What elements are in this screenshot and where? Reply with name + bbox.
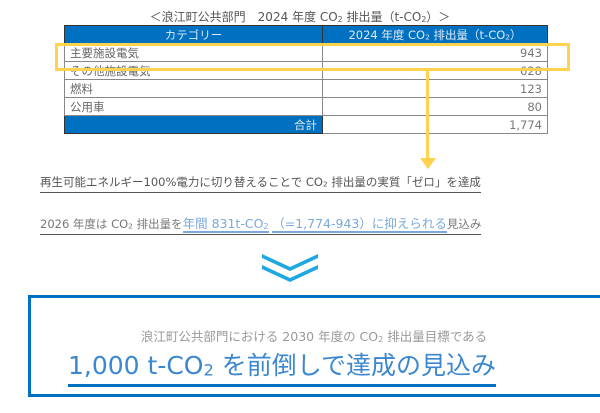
emissions-table: カテゴリー 2024 年度 CO2 排出量（t-CO2） 主要施設電気 943 その… bbox=[64, 25, 548, 134]
header-value: 2024 年度 CO2 排出量（t-CO2） bbox=[322, 25, 548, 44]
statement-2026: 2026 年度は CO2 排出量を年間 831t-CO2 （=1,774-943… bbox=[40, 213, 482, 235]
result-headline: 1,000 t-CO2 を前倒しで達成の見込み bbox=[68, 346, 497, 387]
result-subtitle: 浪江町公共部門における 2030 年度の CO2 排出量目標である bbox=[140, 329, 488, 344]
result-box bbox=[28, 295, 600, 397]
arrow-down-icon bbox=[420, 158, 436, 169]
table-row: 公用車 80 bbox=[64, 97, 548, 116]
double-chevron-down-icon bbox=[262, 254, 318, 282]
table-title: ＜浪江町公共部門 2024 年度 CO2 排出量（t-CO2）＞ bbox=[149, 10, 451, 24]
table-total-row: 合計 1,774 bbox=[64, 115, 548, 134]
header-category: カテゴリー bbox=[64, 25, 323, 44]
connector-line bbox=[426, 68, 429, 158]
table-row: 燃料 123 bbox=[64, 79, 548, 98]
statement-renewable: 再生可能エネルギー100%電力に切り替えることで CO2 排出量の実質「ゼロ」を… bbox=[40, 174, 481, 193]
highlight-box bbox=[55, 43, 570, 71]
table-header: カテゴリー 2024 年度 CO2 排出量（t-CO2） bbox=[64, 25, 548, 44]
